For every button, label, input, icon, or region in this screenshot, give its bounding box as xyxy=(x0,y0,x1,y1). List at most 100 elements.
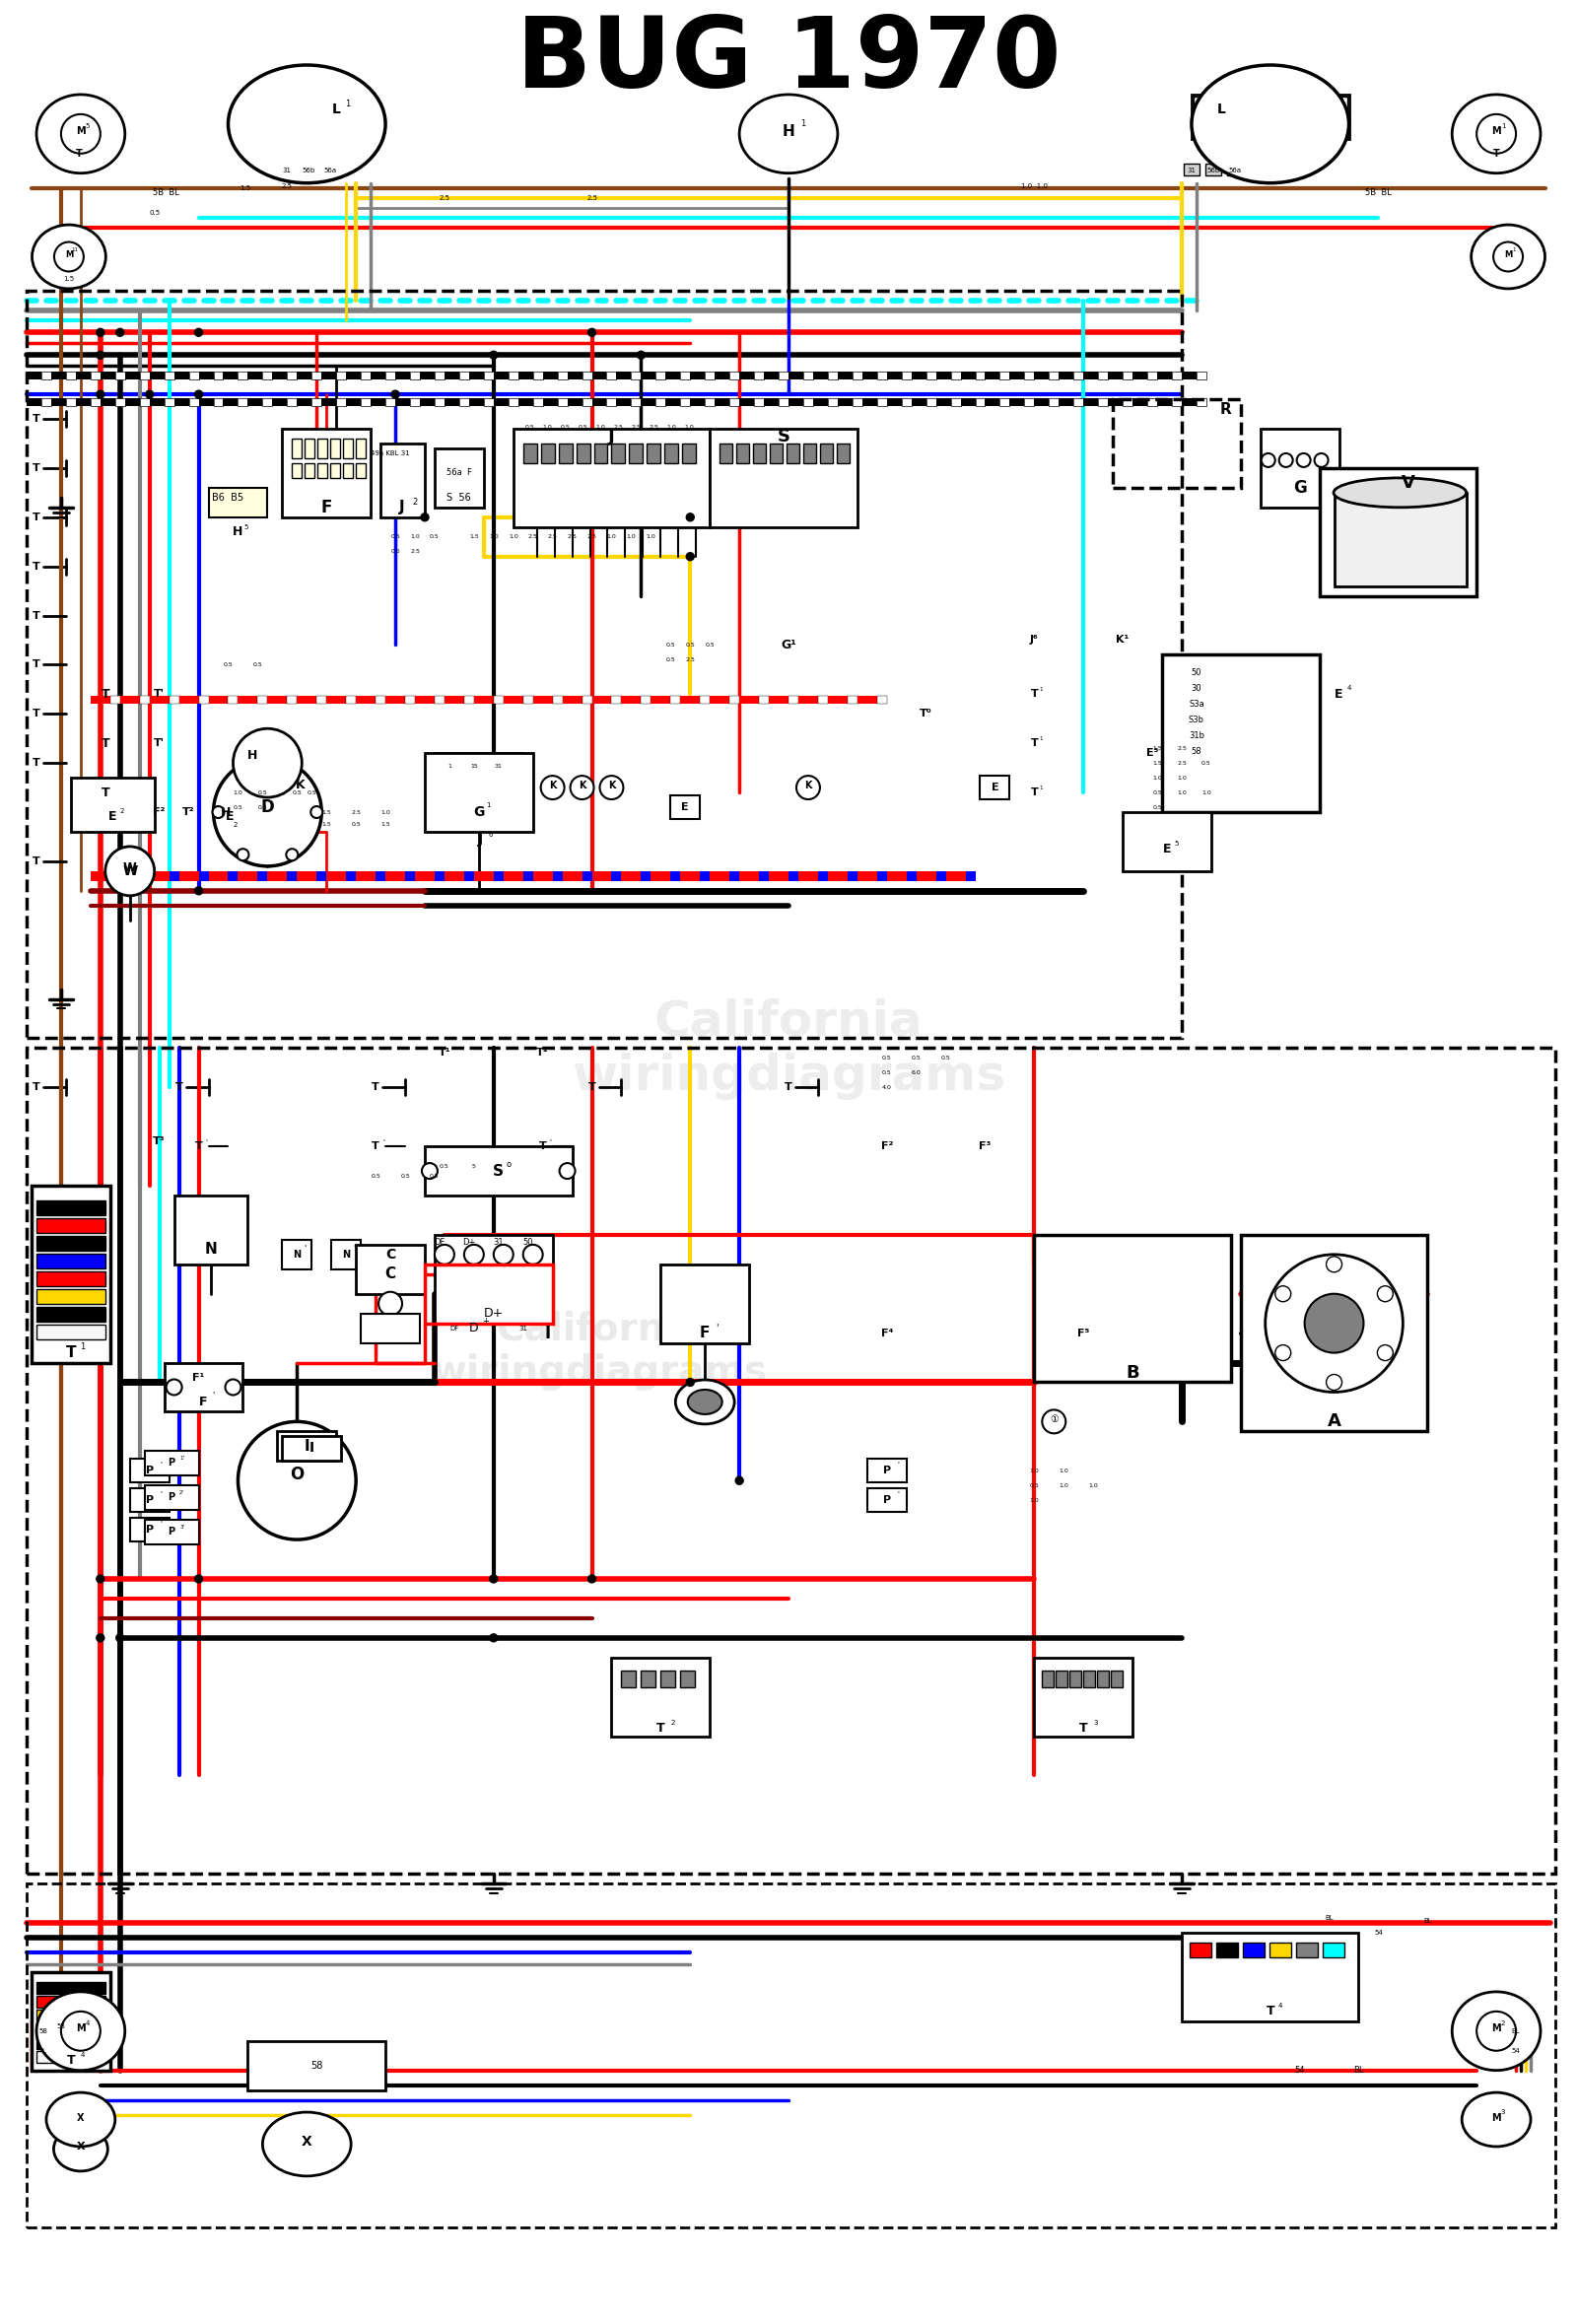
Text: T: T xyxy=(33,709,41,718)
Text: 2.5: 2.5 xyxy=(686,658,695,662)
Bar xyxy=(1132,372,1148,379)
Bar xyxy=(651,872,670,881)
Circle shape xyxy=(378,1292,402,1315)
Bar xyxy=(145,1450,199,1476)
Bar xyxy=(533,872,552,881)
Bar xyxy=(730,697,740,704)
Bar xyxy=(837,372,853,379)
Bar xyxy=(607,397,617,407)
Bar xyxy=(140,372,150,379)
Circle shape xyxy=(238,1422,356,1538)
Bar xyxy=(524,444,536,462)
Circle shape xyxy=(194,888,202,895)
Circle shape xyxy=(213,758,322,867)
Bar xyxy=(410,372,419,379)
Circle shape xyxy=(311,806,323,818)
Text: 1: 1 xyxy=(80,1343,85,1350)
Text: B6  B5: B6 B5 xyxy=(213,493,244,502)
Bar xyxy=(36,2024,106,2036)
Circle shape xyxy=(541,776,565,799)
Bar xyxy=(110,697,120,704)
Bar xyxy=(1148,372,1158,379)
Bar xyxy=(150,397,164,407)
Bar xyxy=(1194,98,1347,137)
Bar xyxy=(249,98,364,137)
Bar xyxy=(563,872,582,881)
Text: G¹: G¹ xyxy=(781,639,796,651)
Bar xyxy=(877,872,886,881)
Bar xyxy=(415,872,435,881)
Bar xyxy=(248,2040,385,2089)
Bar xyxy=(331,1239,361,1269)
Text: P: P xyxy=(167,1527,175,1536)
Bar xyxy=(828,872,847,881)
Bar xyxy=(27,290,1181,1039)
Bar xyxy=(50,397,66,407)
Bar xyxy=(273,372,287,379)
Text: 5: 5 xyxy=(85,123,90,128)
Text: K¹: K¹ xyxy=(1117,634,1129,646)
Text: E: E xyxy=(107,811,117,823)
Bar xyxy=(317,697,326,704)
Text: D+: D+ xyxy=(462,1239,476,1248)
Bar xyxy=(524,872,533,881)
Bar xyxy=(730,872,740,881)
Text: 1.0: 1.0 xyxy=(1058,1483,1069,1487)
Bar xyxy=(371,372,385,379)
Bar xyxy=(115,372,125,379)
Bar xyxy=(1035,1657,1132,1736)
Bar xyxy=(371,397,385,407)
Bar xyxy=(1189,1943,1211,1957)
Bar xyxy=(779,397,788,407)
Bar xyxy=(287,372,296,379)
Bar xyxy=(344,439,353,458)
Text: 1: 1 xyxy=(486,802,490,809)
Text: T: T xyxy=(372,1083,380,1092)
Text: T: T xyxy=(372,1141,380,1150)
Bar xyxy=(1269,1943,1292,1957)
Bar xyxy=(595,444,607,462)
Bar xyxy=(730,372,740,379)
Text: T: T xyxy=(33,562,41,572)
Bar xyxy=(296,697,317,704)
Bar xyxy=(494,397,508,407)
Text: 0.5: 0.5 xyxy=(705,641,714,648)
Bar xyxy=(680,372,691,379)
Text: E⁵: E⁵ xyxy=(1146,748,1159,758)
Bar xyxy=(317,872,326,881)
Text: M: M xyxy=(65,251,73,260)
Text: BL: BL xyxy=(1325,1915,1334,1922)
Bar xyxy=(1000,397,1009,407)
Bar xyxy=(664,444,678,462)
Text: 0.5: 0.5 xyxy=(1153,804,1162,809)
Text: 0.5: 0.5 xyxy=(882,1055,891,1060)
Circle shape xyxy=(233,730,301,797)
Bar xyxy=(1334,493,1467,586)
Bar xyxy=(740,872,759,881)
Text: ①: ① xyxy=(1050,1415,1058,1425)
Bar xyxy=(173,397,189,407)
Bar xyxy=(287,397,296,407)
Text: 0.5: 0.5 xyxy=(665,641,675,648)
Bar xyxy=(582,397,591,407)
Circle shape xyxy=(524,1246,542,1264)
Text: J⁶: J⁶ xyxy=(1030,634,1039,646)
Bar xyxy=(691,397,705,407)
Bar xyxy=(513,428,710,528)
Circle shape xyxy=(194,390,202,397)
Bar xyxy=(828,372,837,379)
Bar xyxy=(916,872,937,881)
Text: T: T xyxy=(33,660,41,669)
Bar xyxy=(912,372,926,379)
Text: S3a: S3a xyxy=(1189,700,1205,709)
Bar xyxy=(710,428,858,528)
Bar xyxy=(1083,1671,1094,1687)
Text: 1: 1 xyxy=(1039,688,1042,693)
Bar xyxy=(1074,397,1083,407)
Text: T: T xyxy=(1493,149,1500,158)
Text: 0.5: 0.5 xyxy=(391,548,401,553)
Bar xyxy=(542,397,558,407)
Bar xyxy=(129,1459,169,1483)
Text: 2.5: 2.5 xyxy=(613,425,623,430)
Bar xyxy=(1035,1234,1232,1383)
